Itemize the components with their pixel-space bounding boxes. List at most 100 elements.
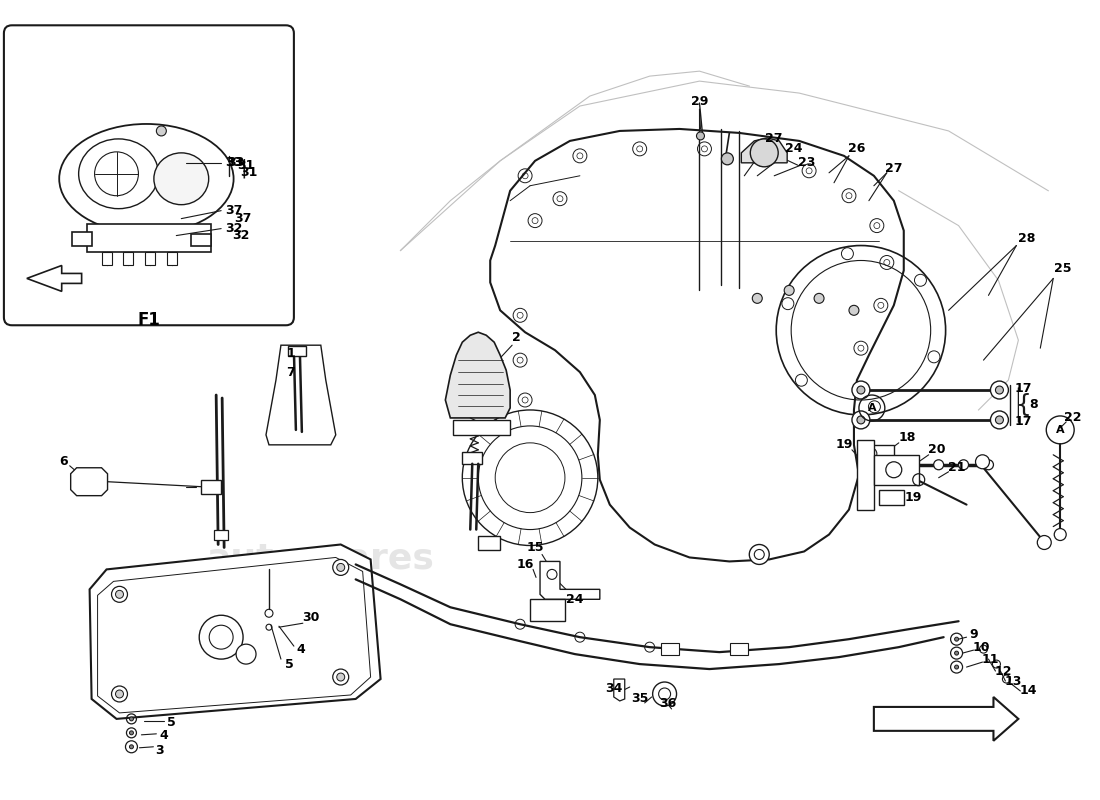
Text: e-spares: e-spares bbox=[631, 323, 807, 358]
Circle shape bbox=[652, 682, 676, 706]
Text: 24: 24 bbox=[785, 142, 803, 155]
Text: 35: 35 bbox=[631, 693, 648, 706]
Circle shape bbox=[955, 651, 958, 655]
Text: A: A bbox=[868, 403, 877, 413]
Text: 12: 12 bbox=[994, 665, 1012, 678]
Circle shape bbox=[116, 690, 123, 698]
Polygon shape bbox=[453, 420, 510, 435]
Circle shape bbox=[955, 637, 958, 641]
Bar bbox=[167, 251, 177, 266]
Polygon shape bbox=[89, 545, 381, 719]
Text: 2: 2 bbox=[512, 330, 520, 344]
Text: 6: 6 bbox=[59, 455, 68, 468]
Text: 11: 11 bbox=[981, 653, 999, 666]
Bar bbox=[478, 535, 500, 550]
Polygon shape bbox=[87, 224, 211, 251]
Polygon shape bbox=[72, 231, 91, 246]
Circle shape bbox=[851, 381, 870, 399]
Text: 33: 33 bbox=[228, 156, 244, 170]
Text: 32: 32 bbox=[226, 222, 243, 235]
Text: 5: 5 bbox=[285, 658, 294, 670]
Polygon shape bbox=[491, 129, 904, 562]
Bar bbox=[879, 490, 904, 505]
Text: |: | bbox=[241, 158, 248, 178]
Text: 18: 18 bbox=[898, 431, 915, 444]
Circle shape bbox=[958, 460, 968, 470]
Circle shape bbox=[857, 386, 865, 394]
Text: A: A bbox=[1056, 425, 1065, 435]
Circle shape bbox=[156, 126, 166, 136]
Text: 10: 10 bbox=[972, 641, 990, 654]
Text: 31: 31 bbox=[241, 166, 257, 179]
Text: 27: 27 bbox=[886, 162, 903, 175]
Text: 25: 25 bbox=[1055, 262, 1072, 275]
Bar bbox=[730, 643, 748, 655]
Circle shape bbox=[934, 460, 944, 470]
Text: 20: 20 bbox=[928, 443, 945, 456]
Text: 34: 34 bbox=[605, 682, 623, 695]
Bar bbox=[7, 61, 47, 111]
Text: 27: 27 bbox=[766, 133, 783, 146]
Bar bbox=[864, 445, 894, 462]
Text: 8: 8 bbox=[1028, 398, 1037, 411]
Circle shape bbox=[996, 416, 1003, 424]
FancyBboxPatch shape bbox=[4, 26, 294, 326]
Polygon shape bbox=[873, 697, 1019, 741]
Polygon shape bbox=[614, 679, 625, 701]
Circle shape bbox=[752, 294, 762, 303]
Circle shape bbox=[130, 731, 133, 735]
Circle shape bbox=[199, 615, 243, 659]
Text: 33: 33 bbox=[226, 156, 243, 170]
Circle shape bbox=[130, 745, 133, 749]
Bar bbox=[214, 530, 228, 539]
Circle shape bbox=[750, 139, 778, 167]
Bar bbox=[7, 161, 42, 201]
Text: 19: 19 bbox=[905, 491, 923, 504]
Circle shape bbox=[236, 644, 256, 664]
Circle shape bbox=[1054, 529, 1066, 541]
Text: 4: 4 bbox=[297, 642, 305, 656]
Circle shape bbox=[337, 673, 344, 681]
Circle shape bbox=[990, 381, 1009, 399]
Text: 30: 30 bbox=[302, 610, 319, 624]
Bar bbox=[288, 346, 306, 356]
Polygon shape bbox=[70, 468, 108, 496]
Circle shape bbox=[696, 132, 704, 140]
Text: 17: 17 bbox=[1014, 415, 1032, 429]
Text: autospares: autospares bbox=[207, 542, 434, 577]
Text: 13: 13 bbox=[1004, 674, 1022, 687]
Ellipse shape bbox=[59, 124, 233, 234]
Text: 37: 37 bbox=[234, 212, 252, 225]
Text: 9: 9 bbox=[969, 628, 978, 641]
Text: 1: 1 bbox=[286, 346, 295, 360]
Text: 29: 29 bbox=[691, 94, 708, 107]
Circle shape bbox=[111, 686, 128, 702]
Text: 32: 32 bbox=[232, 229, 250, 242]
Text: 17: 17 bbox=[1014, 382, 1032, 394]
Text: 15: 15 bbox=[526, 541, 543, 554]
Circle shape bbox=[784, 286, 794, 295]
Text: 21: 21 bbox=[948, 462, 966, 474]
Text: 23: 23 bbox=[799, 156, 816, 170]
Text: 7: 7 bbox=[286, 366, 295, 378]
Circle shape bbox=[990, 411, 1009, 429]
Circle shape bbox=[1037, 535, 1052, 550]
Text: 22: 22 bbox=[1065, 411, 1082, 425]
Text: 14: 14 bbox=[1020, 685, 1037, 698]
Polygon shape bbox=[857, 440, 873, 510]
Circle shape bbox=[111, 586, 128, 602]
Text: 26: 26 bbox=[848, 142, 866, 155]
Bar bbox=[462, 452, 482, 464]
Circle shape bbox=[955, 665, 958, 669]
Text: 4: 4 bbox=[160, 730, 167, 742]
Polygon shape bbox=[26, 266, 81, 291]
Polygon shape bbox=[873, 455, 918, 485]
Circle shape bbox=[722, 153, 734, 165]
Circle shape bbox=[337, 563, 344, 571]
Text: 24: 24 bbox=[566, 593, 584, 606]
Bar bbox=[661, 643, 679, 655]
Text: 19: 19 bbox=[835, 438, 852, 451]
Text: 16: 16 bbox=[516, 558, 534, 571]
Polygon shape bbox=[741, 138, 788, 163]
Circle shape bbox=[333, 559, 349, 575]
